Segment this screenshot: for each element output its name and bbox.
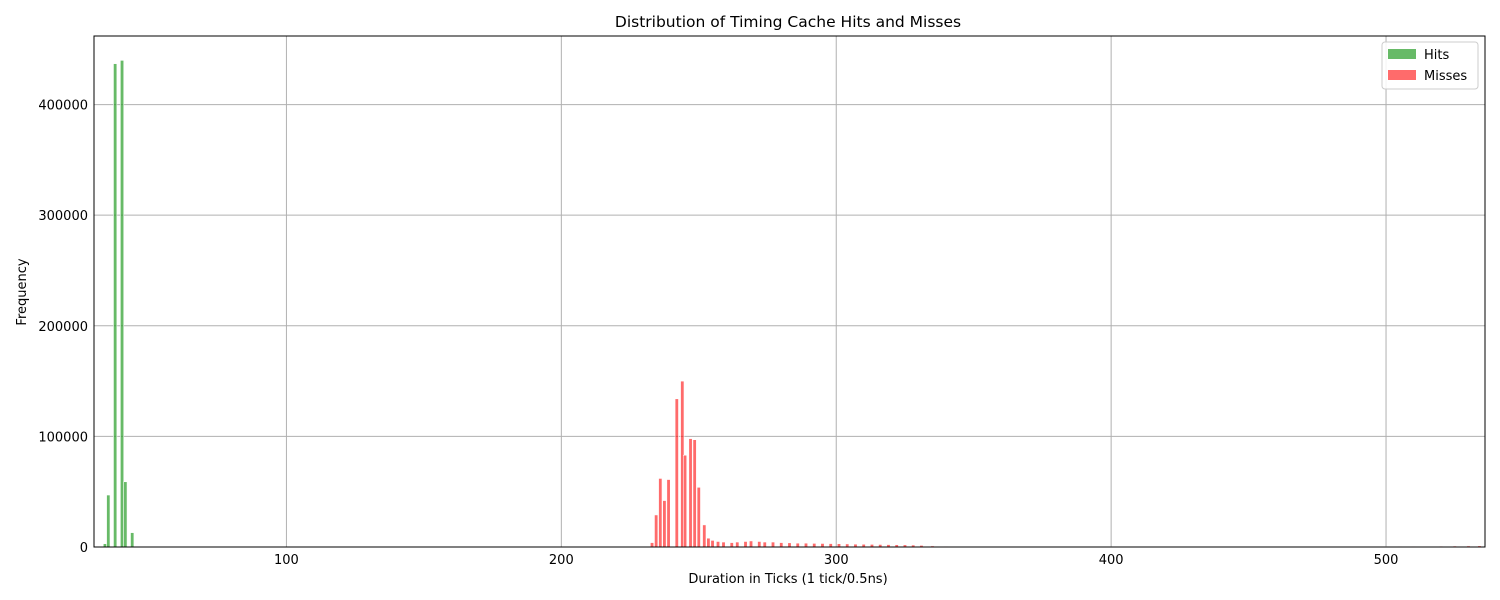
y-tick-label: 300000 bbox=[38, 209, 88, 224]
legend-swatch-misses bbox=[1388, 70, 1416, 80]
y-tick-label: 200000 bbox=[38, 320, 88, 335]
x-axis-label: Duration in Ticks (1 tick/0.5ns) bbox=[688, 572, 887, 587]
y-tick-label: 0 bbox=[80, 541, 88, 556]
series-hits bbox=[102, 60, 135, 548]
x-tick-label: 300 bbox=[824, 553, 849, 568]
bar-hits bbox=[130, 532, 135, 548]
chart-title: Distribution of Timing Cache Hits and Mi… bbox=[615, 13, 961, 31]
bar-misses bbox=[721, 541, 726, 548]
legend-swatch-hits bbox=[1388, 49, 1416, 59]
plot-frame bbox=[93, 35, 1486, 548]
bar-misses bbox=[803, 542, 809, 548]
bar-misses bbox=[650, 542, 655, 548]
bar-misses bbox=[795, 542, 800, 548]
bar-hits bbox=[106, 494, 111, 548]
x-tick-label: 500 bbox=[1374, 553, 1399, 568]
legend-label-hits: Hits bbox=[1424, 48, 1449, 63]
bar-misses bbox=[702, 524, 707, 548]
bar-misses bbox=[696, 486, 701, 548]
bar-misses bbox=[729, 542, 734, 548]
x-tick-label: 100 bbox=[274, 553, 299, 568]
x-tick-label: 400 bbox=[1099, 553, 1124, 568]
bar-misses bbox=[692, 439, 697, 548]
bar-misses bbox=[662, 500, 667, 548]
bar-misses bbox=[787, 542, 792, 548]
tick-labels: 100 200 300 400 500 0 100000 200000 300000 400000 bbox=[38, 99, 1398, 568]
bar-misses bbox=[710, 540, 715, 548]
legend: Hits Misses bbox=[1381, 41, 1479, 90]
bar-misses bbox=[654, 514, 659, 548]
bars bbox=[102, 60, 1482, 548]
y-axis-label: Frequency bbox=[15, 258, 30, 325]
bar-misses bbox=[716, 541, 721, 548]
bar-misses bbox=[762, 541, 767, 548]
axes bbox=[93, 35, 1486, 548]
y-tick-label: 400000 bbox=[38, 99, 88, 114]
legend-label-misses: Misses bbox=[1424, 69, 1467, 84]
bar-misses bbox=[820, 543, 825, 548]
bar-misses bbox=[828, 543, 833, 548]
bar-misses bbox=[666, 479, 671, 548]
bar-misses bbox=[674, 398, 679, 548]
bar-misses bbox=[770, 541, 776, 548]
series-misses bbox=[650, 380, 1482, 548]
x-tick-label: 200 bbox=[549, 553, 574, 568]
bar-misses bbox=[743, 541, 748, 548]
bar-misses bbox=[735, 541, 740, 548]
bar-misses bbox=[757, 541, 762, 548]
bar-hits bbox=[120, 60, 125, 548]
bar-misses bbox=[812, 543, 817, 548]
bar-misses bbox=[688, 438, 693, 548]
bar-misses bbox=[779, 542, 784, 548]
y-tick-label: 100000 bbox=[38, 430, 88, 445]
bar-misses bbox=[748, 540, 754, 548]
bar-hits bbox=[113, 63, 118, 548]
bar-misses bbox=[683, 454, 688, 548]
bar-hits bbox=[123, 481, 128, 548]
bar-misses bbox=[658, 478, 663, 548]
bar-misses bbox=[706, 537, 711, 548]
grid-lines bbox=[94, 36, 1485, 548]
